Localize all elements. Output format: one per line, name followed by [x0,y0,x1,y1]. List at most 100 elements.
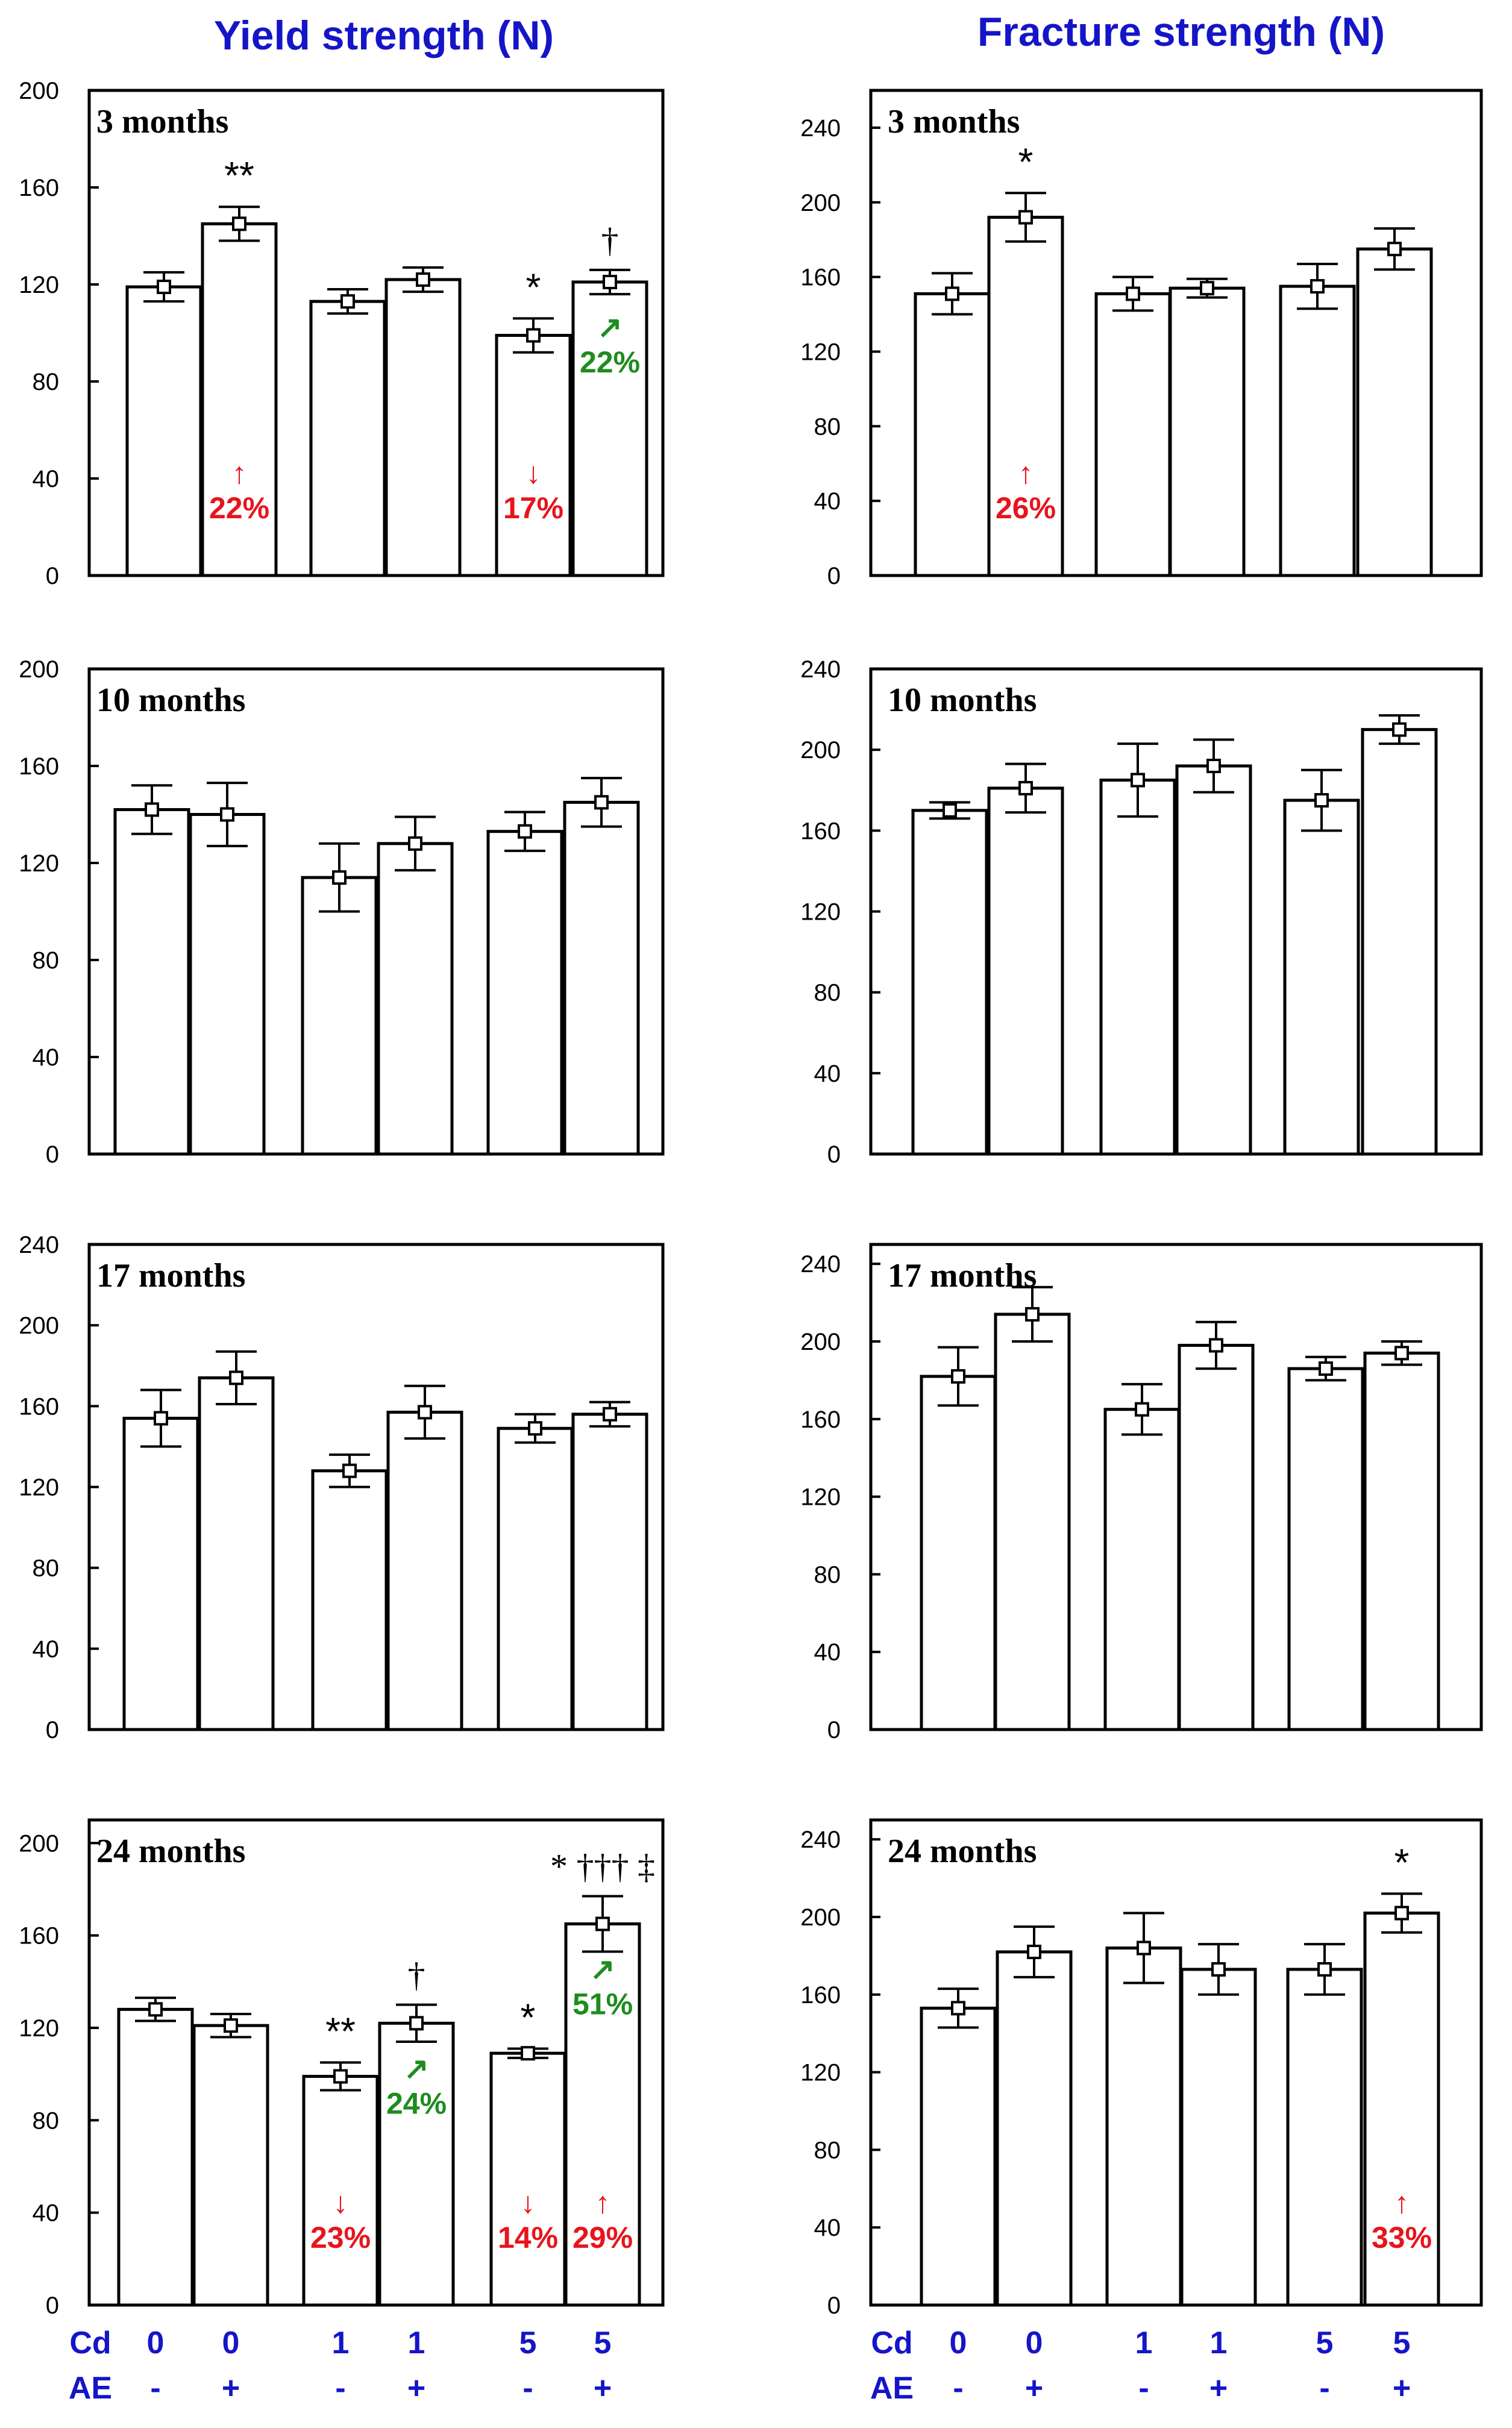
y-tick-label: 0 [46,1141,59,1168]
mean-marker [594,795,609,810]
bar [489,2051,566,2307]
bar [987,216,1064,577]
panel-label: 3 months [96,103,228,140]
right-ae-row-label: AE [870,2371,914,2406]
left-cd-value: 0 [147,2326,165,2361]
mean-marker [154,1411,168,1426]
bar [1363,1351,1440,1731]
mean-marker [1314,793,1329,808]
bar [994,1313,1071,1731]
bar [486,830,563,1156]
mean-marker [1392,722,1407,737]
y-tick-label: 120 [800,1484,841,1511]
right-cd-row-label: Cd [871,2326,912,2361]
bar [309,300,386,577]
y-tick-label: 80 [33,2107,60,2134]
mean-marker [1027,1944,1041,1959]
change-percent: 24% [386,2086,447,2120]
mean-marker [1135,1402,1149,1417]
significance-marker: * [526,265,541,309]
bar [1180,1968,1257,2307]
left-ae-value: + [222,2371,240,2406]
mean-marker [1387,242,1402,257]
bar [571,1413,648,1731]
bar [1287,1367,1364,1731]
mean-marker [1209,1338,1223,1353]
y-tick-label: 40 [814,1639,841,1666]
significance-marker: † [408,1956,425,1995]
bar [122,1416,199,1731]
bar [564,1922,641,2307]
y-tick-label: 160 [19,1923,59,1950]
left-cd-value: 0 [222,2326,240,2361]
left-ae-value: + [407,2371,425,2406]
panel-label: 17 months [888,1257,1037,1294]
y-tick-label: 240 [800,1827,841,1853]
bar [996,1950,1073,2307]
left-ae-value: - [150,2371,160,2406]
mean-marker [595,1916,610,1931]
mean-marker [521,2046,535,2061]
y-tick-label: 200 [19,1830,59,1857]
y-tick-label: 40 [814,1061,841,1087]
bar [1283,798,1360,1156]
change-percent: 22% [209,491,269,525]
mean-marker [1126,286,1140,301]
mean-marker [526,328,541,343]
mean-marker [528,1421,542,1436]
bar [1105,1946,1182,2307]
y-tick-label: 200 [19,1313,59,1339]
panel-right-0: 0 40 80 120 160 200 240 3 months* ↑26% [800,89,1483,589]
y-tick-label: 240 [800,656,841,683]
mean-marker [342,1463,357,1478]
y-tick-label: 0 [46,2292,59,2319]
mean-marker [409,2016,424,2031]
change-arrow: ↗ [597,310,623,344]
mean-marker [1319,1361,1333,1376]
significance-marker: † [601,221,619,260]
change-arrow: ↑ [232,456,247,490]
y-tick-label: 40 [33,466,60,492]
bar [1286,1968,1363,2307]
mean-marker [1206,759,1221,773]
y-tick-label: 40 [814,2215,841,2241]
mean-marker [943,803,957,818]
bar [386,1410,463,1731]
mean-marker [229,1370,243,1385]
mean-marker [1131,773,1145,788]
mean-marker [148,2002,163,2017]
significance-marker: * [1394,1840,1410,1884]
change-arrow: ↗ [590,1953,615,1986]
mean-marker [603,1407,617,1422]
bar [1361,728,1438,1156]
mean-marker [220,807,234,822]
y-tick-label: 80 [814,413,841,440]
mean-marker [945,286,959,301]
bar [1169,286,1246,577]
mean-marker [332,870,347,885]
mean-marker [416,272,430,287]
bar [1178,1343,1255,1731]
mean-marker [333,2069,348,2084]
y-tick-label: 200 [800,1329,841,1355]
y-tick-label: 80 [814,980,841,1006]
significance-marker: ** [325,2010,356,2053]
y-tick-label: 120 [19,850,59,877]
mean-marker [1394,1906,1409,1921]
mean-marker [1018,780,1033,795]
bar [201,222,278,577]
mean-marker [603,274,617,289]
right-ae-value: + [1025,2371,1043,2406]
bar [113,808,190,1156]
mean-marker [951,1369,965,1384]
y-tick-label: 160 [800,818,841,844]
change-percent: 26% [996,491,1056,525]
mean-marker [951,2001,965,2016]
y-tick-label: 0 [46,1717,59,1743]
mean-marker [1317,1962,1332,1977]
left-ae-value: - [522,2371,533,2406]
mean-marker [1310,279,1325,294]
y-tick-label: 120 [19,272,59,298]
mean-marker [145,802,159,817]
